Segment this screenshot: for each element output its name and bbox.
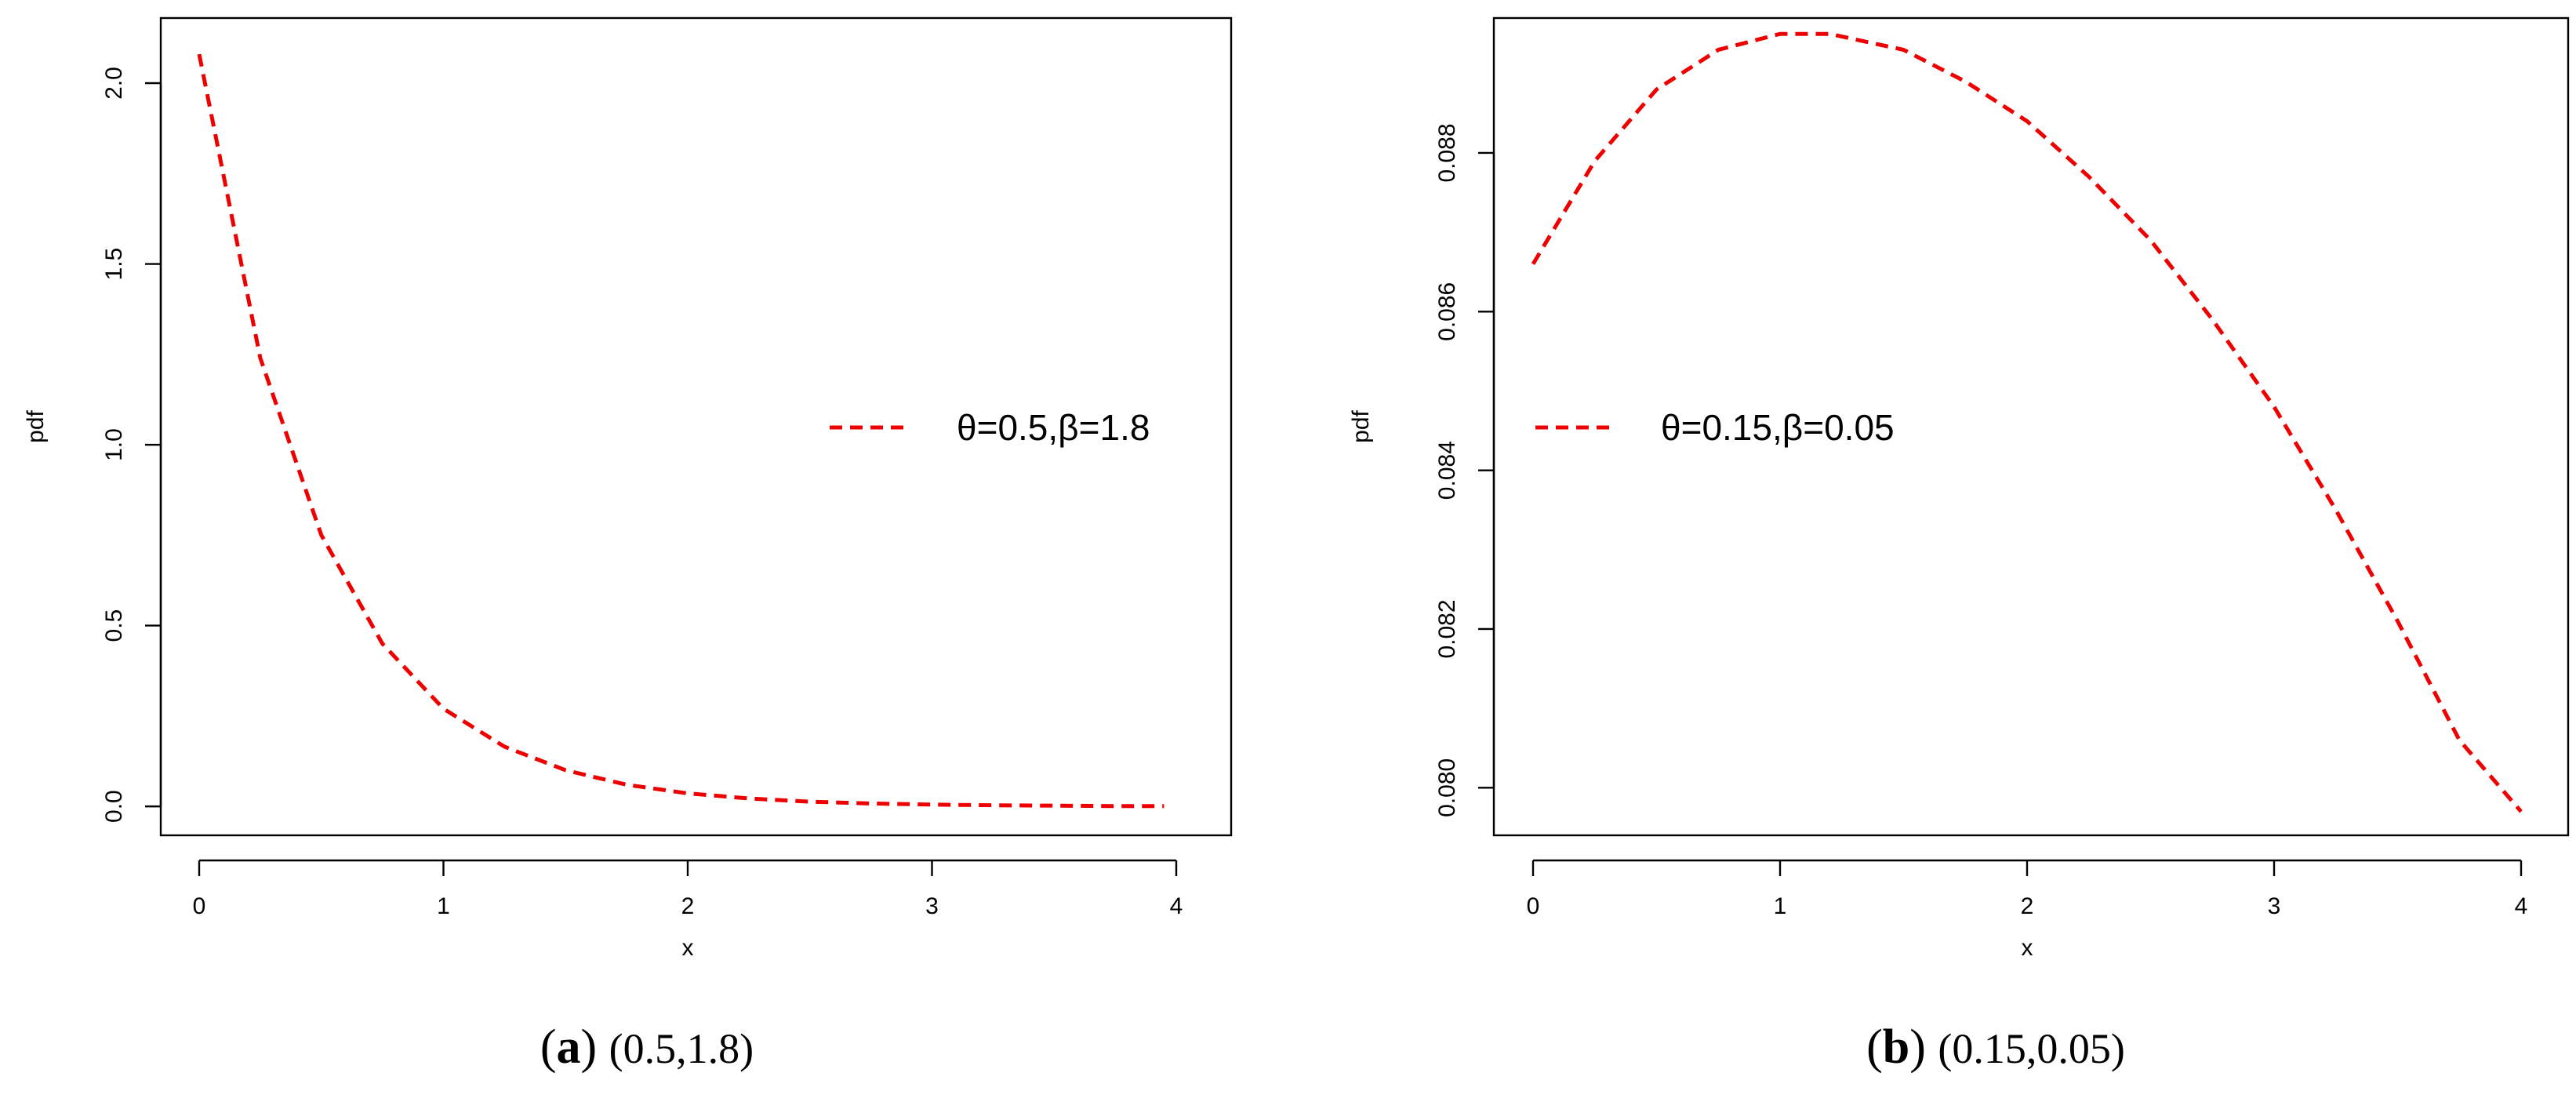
y-tick-label-b-3: 0.086 <box>1434 282 1460 341</box>
y-tick-label-a-4: 2.0 <box>101 67 127 100</box>
y-tick-label-a-0: 0.0 <box>101 790 127 823</box>
caption-b: (b) (0.15,0.05) <box>1866 1020 2125 1074</box>
x-tick-label-a-1: 1 <box>437 893 450 919</box>
x-tick-label-b-0: 0 <box>1527 893 1540 919</box>
x-tick-label-a-2: 2 <box>681 893 695 919</box>
x-tick-label-a-0: 0 <box>193 893 206 919</box>
y-tick-label-b-2: 0.084 <box>1434 441 1460 500</box>
x-axis-title-a: x <box>682 935 694 961</box>
y-tick-label-a-2: 1.0 <box>101 428 127 461</box>
y-axis-title-b: pdf <box>1348 409 1374 442</box>
series-line-a-0 <box>197 53 1164 809</box>
y-tick-label-b-0: 0.080 <box>1434 758 1460 817</box>
x-tick-label-b-3: 3 <box>2268 893 2281 919</box>
legend-label-a-0: θ=0.5,β=1.8 <box>957 407 1150 448</box>
x-tick-label-a-3: 3 <box>925 893 939 919</box>
x-tick-label-a-4: 4 <box>1170 893 1183 919</box>
x-tick-label-b-1: 1 <box>1774 893 1787 919</box>
caption-b-value: (0.15,0.05) <box>1938 1025 2125 1072</box>
y-tick-label-a-1: 0.5 <box>101 609 127 642</box>
x-tick-label-b-2: 2 <box>2021 893 2034 919</box>
plot-frame-b <box>1492 16 2570 837</box>
y-axis-title-a: pdf <box>23 409 49 442</box>
y-tick-label-a-3: 1.5 <box>101 248 127 281</box>
x-tick-label-b-4: 4 <box>2515 893 2528 919</box>
x-axis-title-b: x <box>2022 935 2033 961</box>
y-tick-label-b-4: 0.088 <box>1434 123 1460 182</box>
caption-b-label: b <box>1882 1020 1910 1074</box>
caption-a-label: a <box>556 1020 581 1074</box>
caption-a-value: (0.5,1.8) <box>609 1025 754 1072</box>
y-tick-label-b-1: 0.082 <box>1434 599 1460 658</box>
caption-a: (a) (0.5,1.8) <box>540 1020 754 1074</box>
legend-label-b-0: θ=0.15,β=0.05 <box>1661 407 1895 448</box>
series-line-b-0 <box>1531 31 2523 813</box>
